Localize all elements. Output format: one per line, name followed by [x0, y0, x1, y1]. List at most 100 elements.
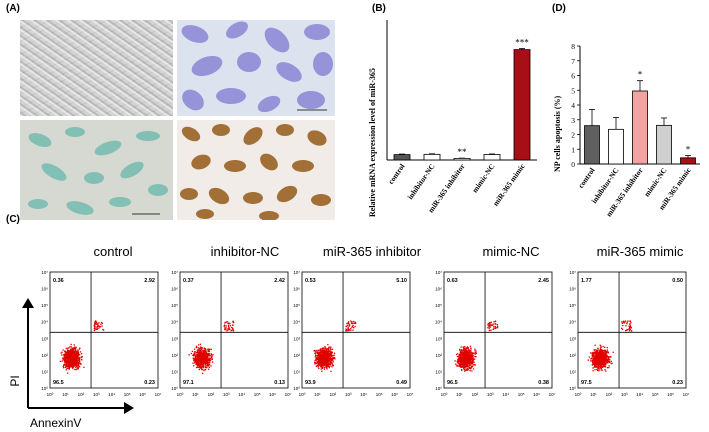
ytick-label-8: 8 — [571, 42, 575, 51]
flow-xtick-3-0: 10⁰ — [441, 392, 448, 397]
flow-xtick-0-1: 10¹ — [62, 392, 69, 397]
flow-frame-1 — [179, 271, 289, 389]
significance-2: * — [638, 70, 643, 80]
flow-quadrant-ur-4: 0.50 — [672, 278, 683, 284]
flow-xtick-4-3: 10³ — [621, 392, 628, 397]
flow-ytick-2-3: 10³ — [293, 336, 300, 341]
flow-xtick-3-6: 10⁶ — [533, 392, 540, 397]
bar-1 — [423, 153, 441, 161]
ytick-label-1: 1 — [571, 145, 575, 154]
flow-title-mimic-nc: mimic-NC — [482, 244, 540, 259]
flow-ytick-1-6: 10⁶ — [171, 287, 178, 292]
flow-ytick-4-6: 10⁶ — [569, 287, 576, 292]
flow-xtick-2-5: 10⁵ — [376, 392, 383, 397]
flow-ytick-4-1: 10¹ — [569, 369, 576, 374]
flow-quadrant-ll-3: 96.5 — [447, 380, 458, 386]
flow-frame-2 — [301, 271, 411, 389]
flow-xtick-1-6: 10⁶ — [269, 392, 276, 397]
flow-events-1 — [188, 320, 235, 374]
category-label-4: miR-365 mimic — [491, 161, 527, 207]
flow-xtick-3-7: 10⁷ — [549, 392, 556, 397]
ytick-label-5: 5 — [571, 86, 575, 95]
flow-xtick-3-2: 10² — [472, 392, 479, 397]
flow-ytick-4-2: 10² — [569, 353, 576, 358]
flow-quadrant-ur-0: 2.92 — [144, 278, 155, 284]
flow-ytick-3-5: 10⁵ — [435, 303, 442, 308]
flow-events-2 — [313, 320, 357, 373]
flow-ytick-1-0: 10⁰ — [171, 386, 178, 391]
flow-quadrant-ll-1: 97.1 — [183, 380, 194, 386]
panel-label-c: (C) — [6, 214, 20, 225]
flow-xtick-0-6: 10⁶ — [139, 392, 146, 397]
flow-xtick-2-3: 10³ — [345, 392, 352, 397]
flow-ytick-0-0: 10⁰ — [41, 386, 48, 391]
flow-quadrant-ul-4: 1.77 — [581, 278, 592, 284]
flow-xtick-1-7: 10⁷ — [285, 392, 292, 397]
significance-2: ** — [458, 147, 468, 157]
flow-axis-arrows — [22, 298, 134, 414]
ytick-label-0: 0 — [571, 160, 575, 169]
flow-xtick-0-4: 10⁴ — [108, 392, 115, 397]
flow-quadrant-ul-3: 0.63 — [447, 278, 458, 284]
flow-xtick-2-0: 10⁰ — [299, 392, 306, 397]
flow-ytick-4-3: 10³ — [569, 336, 576, 341]
flow-quadrant-ul-1: 0.37 — [183, 278, 194, 284]
flow-xtick-4-0: 10⁰ — [575, 392, 582, 397]
flow-ytick-2-4: 10⁴ — [293, 320, 300, 325]
flow-ylabel: PI — [8, 375, 22, 387]
flow-events-0 — [59, 320, 105, 374]
flow-xtick-2-7: 10⁷ — [407, 392, 414, 397]
bar-1 — [608, 128, 624, 165]
flow-xtick-1-4: 10⁴ — [238, 392, 245, 397]
flow-xtick-1-3: 10³ — [223, 392, 230, 397]
flow-xtick-4-5: 10⁵ — [652, 392, 659, 397]
category-label-0: control — [386, 162, 406, 186]
flow-ytick-0-7: 10⁷ — [41, 270, 48, 275]
micrograph-alcian-blue — [20, 120, 173, 220]
flow-quadrant-lr-2: 0.49 — [396, 380, 407, 386]
category-label-3: mimic-NC — [470, 162, 496, 194]
flow-quadrant-ur-2: 5.10 — [396, 278, 407, 284]
flow-xtick-4-7: 10⁷ — [683, 392, 690, 397]
flow-ytick-0-6: 10⁶ — [41, 287, 48, 292]
ytick-label-4: 4 — [571, 101, 575, 110]
flow-ytick-0-2: 10² — [41, 353, 48, 358]
flow-ytick-0-1: 10¹ — [41, 369, 48, 374]
panel-label-a: (A) — [6, 3, 20, 14]
ytick-label-7: 7 — [571, 57, 575, 66]
flow-frame-4 — [577, 271, 687, 389]
flow-ytick-0-3: 10³ — [41, 336, 48, 341]
flow-xtick-0-0: 10⁰ — [47, 392, 54, 397]
flow-xtick-3-3: 10³ — [487, 392, 494, 397]
flow-events-3 — [454, 320, 499, 372]
flow-quadrant-ur-1: 2.42 — [274, 278, 285, 284]
flow-xtick-3-5: 10⁵ — [518, 392, 525, 397]
flow-ytick-4-5: 10⁵ — [569, 303, 576, 308]
flow-quadrant-ll-4: 97.5 — [581, 380, 592, 386]
chart-d: NP cells apoptosis (%) 0 1 2 3 4 5 6 7 8 control… — [553, 42, 700, 218]
flow-frame-3 — [443, 271, 553, 389]
flow-xtick-1-0: 10⁰ — [177, 392, 184, 397]
flow-xtick-4-2: 10² — [606, 392, 613, 397]
flow-xtick-2-2: 10² — [330, 392, 337, 397]
flow-xtick-1-2: 10² — [208, 392, 215, 397]
flow-title-control: control — [93, 244, 133, 259]
bar-4 — [680, 157, 696, 165]
flow-xtick-1-1: 10¹ — [192, 392, 199, 397]
flow-ytick-3-1: 10¹ — [435, 369, 442, 374]
flow-ytick-1-7: 10⁷ — [171, 270, 178, 275]
flow-title-inhibitor-nc: inhibitor-NC — [210, 244, 280, 259]
flow-ytick-4-7: 10⁷ — [569, 270, 576, 275]
flow-ytick-1-3: 10³ — [171, 336, 178, 341]
significance-4: *** — [515, 38, 529, 48]
flow-quadrant-ll-2: 93.9 — [305, 380, 316, 386]
category-label-1: inhibitor-NC — [406, 162, 437, 201]
flow-ytick-2-5: 10⁵ — [293, 303, 300, 308]
flow-ytick-3-4: 10⁴ — [435, 320, 442, 325]
